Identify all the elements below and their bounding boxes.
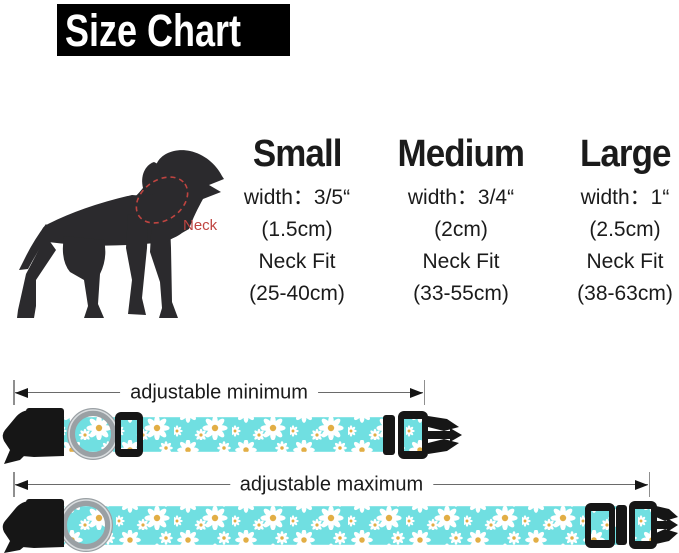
dog-rear-leg-far [17, 236, 56, 318]
collar-minimum-image [2, 408, 462, 464]
size-name: Medium [397, 133, 525, 175]
measure-arrow-maximum: adjustable maximum [13, 472, 650, 497]
neck-highlight-circle [135, 176, 189, 224]
arrowhead-right-icon [635, 479, 648, 490]
size-width: width：3/4“ [407, 186, 515, 209]
size-neck-range: (25-40cm) [249, 282, 345, 305]
measure-label: adjustable minimum [120, 381, 318, 405]
buckle-male-icon [383, 411, 462, 459]
tri-glide-slider-icon [115, 412, 143, 457]
measure-endbar-left [13, 380, 15, 405]
measure-endbar-right [423, 380, 425, 405]
size-width-cm: (1.5cm) [261, 218, 333, 241]
size-column-small: Small width：3/5“ (1.5cm) Neck Fit (25-40… [210, 132, 384, 310]
collar-strap [48, 503, 626, 548]
size-name: Small [252, 133, 343, 175]
collar-maximum-image [2, 498, 678, 553]
size-neck-fit-label: Neck Fit [422, 250, 500, 273]
size-neck-range: (38-63cm) [577, 282, 673, 305]
neck-label: Neck [183, 217, 218, 234]
collar-strap [48, 414, 396, 455]
size-column-large: Large width：1“ (2.5cm) Neck Fit (38-63cm… [538, 132, 679, 310]
tri-glide-slider-icon [585, 503, 615, 548]
size-width-cm: (2.5cm) [589, 218, 661, 241]
arrowhead-right-icon [410, 387, 423, 398]
page-title: Size Chart [65, 4, 242, 56]
size-width-cm: (2cm) [434, 218, 488, 241]
size-name: Large [579, 133, 672, 175]
size-neck-fit-label: Neck Fit [586, 250, 664, 273]
measure-endbar-left [13, 472, 15, 497]
buckle-female-icon [2, 499, 64, 553]
size-width: width：3/5“ [243, 186, 351, 209]
measure-arrow-minimum: adjustable minimum [13, 380, 425, 405]
dog-tail [19, 224, 52, 270]
buckle-female-icon [2, 408, 64, 464]
size-column-medium: Medium width：3/4“ (2cm) Neck Fit (33-55c… [374, 132, 548, 310]
size-neck-fit-label: Neck Fit [258, 250, 336, 273]
size-neck-range: (33-55cm) [413, 282, 509, 305]
arrowhead-left-icon [15, 479, 28, 490]
buckle-male-icon [616, 501, 678, 549]
measure-endbar-right [648, 472, 650, 497]
size-width: width：1“ [580, 186, 670, 209]
dog-rear-leg-near [62, 236, 106, 318]
measure-label: adjustable maximum [229, 473, 434, 497]
dog-front-leg-back [126, 214, 148, 315]
size-chart-banner: Size Chart [57, 4, 290, 56]
dog-front-leg-front [150, 216, 178, 318]
arrowhead-left-icon [15, 387, 28, 398]
dog-silhouette-icon [17, 150, 224, 318]
